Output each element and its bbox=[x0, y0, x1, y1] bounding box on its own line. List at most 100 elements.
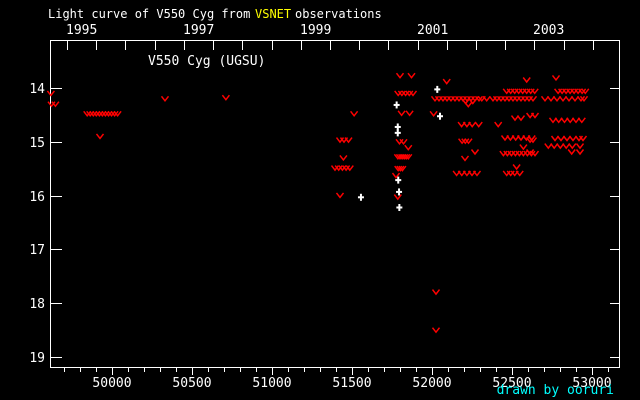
upper-limit-marker bbox=[552, 95, 562, 103]
upper-limit-marker bbox=[51, 101, 60, 108]
upper-limit-marker bbox=[431, 327, 441, 334]
upper-limit-marker bbox=[576, 95, 586, 103]
y-tick-label: 14 bbox=[29, 82, 45, 97]
upper-limit-marker bbox=[104, 110, 113, 118]
x-tick-label: 51000 bbox=[252, 376, 291, 391]
data-points-layer bbox=[46, 72, 590, 334]
upper-limit-marker bbox=[526, 149, 535, 156]
upper-limit-marker bbox=[404, 153, 413, 161]
upper-limit-marker bbox=[330, 165, 340, 172]
y-tick-label: 16 bbox=[29, 190, 45, 205]
upper-limit-marker bbox=[464, 138, 473, 145]
upper-limit-marker bbox=[460, 155, 470, 162]
upper-limit-marker bbox=[512, 164, 521, 171]
upper-limit-marker bbox=[577, 117, 586, 124]
upper-limit-marker bbox=[89, 110, 98, 118]
upper-limit-marker bbox=[402, 153, 411, 161]
upper-limit-marker bbox=[458, 138, 467, 145]
upper-limit-marker bbox=[396, 165, 405, 172]
upper-limit-marker bbox=[338, 165, 347, 172]
upper-limit-marker bbox=[551, 74, 561, 82]
upper-limit-marker bbox=[344, 137, 353, 144]
upper-limit-marker bbox=[570, 95, 580, 103]
upper-limit-marker bbox=[530, 150, 540, 157]
upper-limit-marker bbox=[107, 110, 116, 118]
upper-limit-marker bbox=[395, 72, 405, 79]
upper-limit-marker bbox=[46, 90, 55, 97]
chart-title-prefix: Light curve of V550 Cyg from bbox=[48, 7, 250, 21]
upper-limit-marker bbox=[86, 110, 95, 118]
upper-limit-marker bbox=[474, 121, 483, 128]
upper-limit-marker bbox=[393, 194, 402, 201]
upper-limit-marker bbox=[516, 115, 526, 122]
upper-limit-marker bbox=[399, 138, 408, 146]
upper-limit-marker bbox=[522, 77, 531, 84]
upper-limit-marker bbox=[530, 112, 540, 119]
x-tick-label: 50500 bbox=[172, 376, 211, 391]
upper-limit-marker bbox=[110, 110, 119, 118]
upper-limit-marker bbox=[160, 95, 170, 103]
upper-limit-marker bbox=[474, 95, 484, 103]
upper-limit-marker bbox=[350, 110, 359, 118]
upper-limit-marker bbox=[556, 143, 565, 150]
chart-title-suffix: observations bbox=[295, 7, 382, 21]
object-label: V550 Cyg (UGSU) bbox=[148, 54, 265, 69]
upper-limit-marker bbox=[571, 117, 581, 124]
upper-limit-marker bbox=[98, 110, 107, 118]
top-year-label: 2003 bbox=[533, 23, 564, 38]
x-tick-label: 51500 bbox=[332, 376, 371, 391]
upper-limit-marker bbox=[515, 170, 524, 177]
upper-limit-marker bbox=[404, 144, 413, 151]
upper-limit-marker bbox=[408, 90, 418, 97]
y-tick-label: 18 bbox=[29, 297, 45, 312]
upper-limit-marker bbox=[401, 90, 410, 97]
chart-title-vsnet: VSNET bbox=[255, 7, 291, 21]
upper-limit-marker bbox=[342, 165, 351, 172]
upper-limit-marker bbox=[568, 135, 578, 142]
upper-limit-marker bbox=[562, 135, 572, 142]
upper-limit-marker bbox=[394, 90, 403, 97]
upper-limit-marker bbox=[334, 165, 343, 172]
upper-limit-marker bbox=[461, 138, 470, 145]
x-tick-label: 52000 bbox=[412, 376, 451, 391]
upper-limit-marker bbox=[95, 133, 105, 140]
observation-marker bbox=[394, 129, 401, 137]
x-tick-label: 53000 bbox=[572, 376, 611, 391]
upper-limit-marker bbox=[581, 88, 590, 95]
upper-limit-marker bbox=[398, 165, 407, 172]
upper-limit-marker bbox=[575, 149, 585, 156]
observation-marker bbox=[434, 85, 441, 93]
upper-limit-marker bbox=[407, 72, 416, 79]
upper-limit-marker bbox=[431, 289, 441, 296]
observation-marker bbox=[393, 101, 400, 109]
upper-limit-marker bbox=[567, 149, 576, 156]
upper-limit-marker bbox=[528, 95, 538, 103]
upper-limit-marker bbox=[482, 95, 491, 103]
upper-limit-marker bbox=[339, 154, 348, 162]
upper-limit-marker bbox=[546, 95, 556, 103]
upper-limit-marker bbox=[554, 117, 563, 124]
observation-marker bbox=[395, 176, 402, 184]
y-tick-label: 19 bbox=[29, 351, 45, 366]
upper-limit-marker bbox=[556, 135, 566, 142]
upper-limit-marker bbox=[397, 110, 406, 117]
upper-limit-marker bbox=[494, 121, 503, 128]
upper-limit-marker bbox=[442, 78, 451, 85]
upper-limit-marker bbox=[562, 143, 571, 150]
upper-limit-marker bbox=[405, 110, 414, 117]
observation-marker bbox=[437, 112, 443, 120]
upper-limit-marker bbox=[83, 110, 92, 118]
upper-limit-marker bbox=[221, 94, 230, 101]
upper-limit-marker bbox=[345, 165, 354, 172]
upper-limit-marker bbox=[510, 115, 520, 122]
upper-limit-marker bbox=[335, 192, 345, 199]
upper-limit-marker bbox=[575, 143, 585, 150]
upper-limit-marker bbox=[528, 137, 538, 144]
upper-limit-marker bbox=[550, 135, 560, 142]
upper-limit-marker bbox=[579, 95, 589, 103]
upper-limit-marker bbox=[519, 144, 528, 151]
upper-limit-marker bbox=[540, 95, 550, 103]
upper-limit-marker bbox=[550, 143, 559, 150]
